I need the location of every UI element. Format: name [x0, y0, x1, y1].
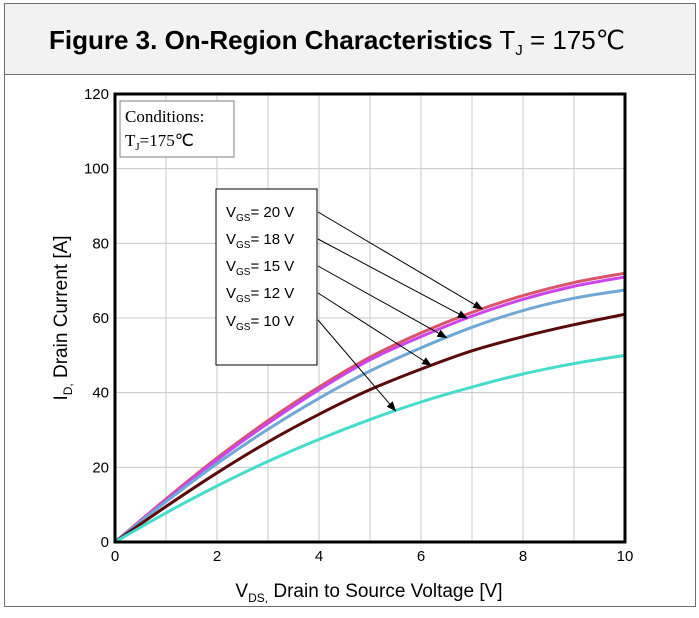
x-tick-label: 8: [519, 548, 527, 565]
y-tick-label: 40: [92, 385, 109, 402]
y-tick-label: 120: [84, 86, 109, 103]
figure-title-bold: Figure 3. On-Region Characteristics: [49, 25, 493, 55]
legend-arrow-3: [317, 292, 433, 367]
legend-arrow-0: [317, 211, 484, 310]
legend-box: VGS= 20 V VGS= 18 V VGS= 15 V VGS= 12 V VGS=…: [215, 188, 318, 366]
conditions-line2: TJ=175℃: [125, 131, 194, 153]
conditions-box: Conditions: TJ=175℃: [119, 100, 235, 158]
x-tick-label: 6: [417, 548, 425, 565]
x-tick-label: 2: [213, 548, 221, 565]
y-tick-label: 60: [92, 310, 109, 327]
x-tick-label: 10: [617, 548, 634, 565]
y-tick-label: 100: [84, 161, 109, 178]
figure-title: Figure 3. On-Region Characteristics TJ =…: [49, 25, 625, 59]
series-line-4: [114, 353, 626, 544]
title-bar: Figure 3. On-Region Characteristics TJ =…: [5, 4, 695, 75]
x-tick-labels: 0 2 4 6 8 10: [111, 548, 634, 565]
grid-lines: [115, 94, 625, 542]
conditions-line1: Conditions:: [125, 107, 204, 126]
y-axis-label: ID, Drain Current [A]: [51, 235, 75, 400]
plot-border: [113, 92, 627, 544]
legend-entry-0: VGS= 20 V: [226, 204, 294, 224]
x-tick-label: 4: [315, 548, 323, 565]
x-axis-label: VDS, Drain to Source Voltage [V]: [235, 581, 502, 605]
figure-title-tj: TJ = 175℃: [499, 25, 625, 60]
y-tick-label: 20: [92, 459, 109, 476]
x-tick-label: 0: [111, 548, 119, 565]
y-tick-label: 0: [101, 534, 109, 551]
series-line-1: [114, 275, 626, 544]
legend-arrow-1: [317, 238, 468, 319]
legend-entry-2: VGS= 15 V: [226, 258, 294, 278]
series-line-3: [114, 312, 626, 544]
figure-frame: Figure 3. On-Region Characteristics TJ =…: [4, 3, 696, 607]
legend-arrows: [317, 211, 484, 412]
legend-arrow-4: [317, 319, 397, 412]
legend-arrow-2: [317, 265, 448, 339]
series-line-2: [114, 288, 626, 544]
legend-entry-3: VGS= 12 V: [226, 285, 294, 305]
series-group: [114, 271, 626, 544]
y-tick-labels: 0 20 40 60 80 100 120: [84, 86, 109, 551]
legend-entry-4: VGS= 10 V: [226, 313, 294, 333]
y-tick-label: 80: [92, 235, 109, 252]
legend-entry-1: VGS= 18 V: [226, 231, 294, 251]
